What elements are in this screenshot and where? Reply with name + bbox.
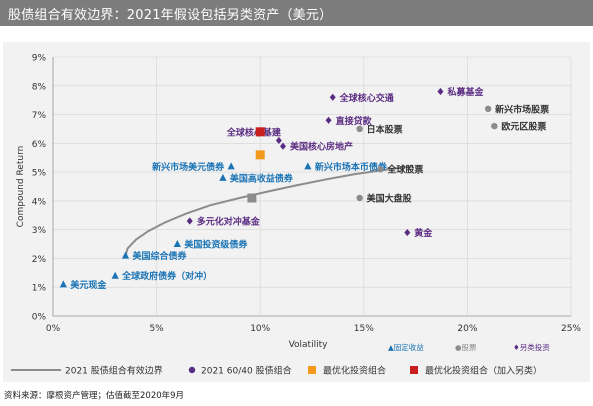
y-tick-label: 5% xyxy=(32,169,47,179)
equity-point xyxy=(356,125,363,133)
y-tick-label: 4% xyxy=(32,197,47,207)
alternative-label: 私募基金 xyxy=(446,86,484,98)
x-tick-label: 15% xyxy=(354,324,374,334)
fixed-income-point xyxy=(219,173,227,181)
x-tick-label: 0% xyxy=(46,324,61,334)
alternative-label: 美国核心房地产 xyxy=(290,141,353,153)
marker-key-item: ●股票 xyxy=(455,343,477,352)
fixed-income-point xyxy=(111,271,119,279)
legend-frontier-label: 2021 股债组合有效边界 xyxy=(65,365,163,377)
efficient-frontier-line xyxy=(124,165,414,256)
x-tick-label: 5% xyxy=(149,324,164,334)
fixed-income-label: 新兴市场美元债券 xyxy=(152,161,225,173)
fixed-income-label: 美国综合债券 xyxy=(133,250,188,262)
alternative-point xyxy=(329,93,336,101)
x-tick-label: 25% xyxy=(561,324,581,334)
fixed-income-label: 美元现金 xyxy=(70,279,107,291)
legend-optimal-alt-swatch xyxy=(410,366,418,374)
fixed-income-point xyxy=(173,240,181,248)
chart-panel: 0% 1% 2% 3% 4% 5% 6% 7% 8% 9% 0% 5% 10% 15% 20% 25% Vola… xyxy=(3,42,590,382)
alternative-point xyxy=(275,136,282,145)
equity-label: 日本股票 xyxy=(367,123,403,135)
fixed-income-point xyxy=(59,280,67,288)
y-tick-label: 2% xyxy=(32,255,47,265)
efficient-frontier-chart: 0% 1% 2% 3% 4% 5% 6% 7% 8% 9% 0% 5% 10% 15% 20% 25% Vola… xyxy=(11,54,581,377)
alternative-point xyxy=(325,116,332,124)
x-tick-label: 20% xyxy=(457,324,477,334)
alternative-point xyxy=(186,217,193,225)
y-tick-label: 7% xyxy=(32,111,47,121)
fixed-income-point xyxy=(304,162,312,170)
legend-6040-swatch xyxy=(188,366,196,374)
y-tick-label: 9% xyxy=(32,54,47,64)
fixed-income-point xyxy=(227,162,235,170)
legend-optimal-label: 最优化投资组合 xyxy=(323,365,386,377)
alternative-label: 全球核心交通 xyxy=(339,92,394,104)
alternative-point xyxy=(279,142,286,150)
y-tick-label: 8% xyxy=(32,82,47,92)
y-tick-label: 6% xyxy=(32,140,47,150)
fixed-income-label: 美国高收益债券 xyxy=(230,172,294,184)
y-tick-label: 3% xyxy=(32,226,47,236)
x-tick-label: 10% xyxy=(250,324,270,334)
equity-label: 全球股票 xyxy=(386,164,423,176)
alternative-label: 黄金 xyxy=(414,227,433,239)
legend-optimal-swatch xyxy=(308,366,316,374)
fixed-income-label: 全球政府债券（对冲） xyxy=(121,270,212,282)
equity-label: 欧元区股票 xyxy=(501,121,546,133)
y-axis-title: Compound Return xyxy=(16,146,26,228)
optimal-portfolio-point xyxy=(255,150,265,160)
alternative-label: 多元化对冲基金 xyxy=(197,216,261,228)
alternative-label: 全球核心基建 xyxy=(226,126,282,138)
alternative-point xyxy=(404,228,411,237)
y-tick-label: 1% xyxy=(32,284,47,294)
title-banner: 股债组合有效边界：2021年假设包括另类资产（美元） xyxy=(0,0,593,26)
y-tick-label: 0% xyxy=(32,313,47,323)
x-axis-title: Volatility xyxy=(289,340,329,350)
alternative-point xyxy=(437,87,444,96)
marker-key-item: ♦另类投资 xyxy=(513,342,550,352)
optimal-portfolio-alt-point xyxy=(255,127,265,137)
equity-label: 新兴市场股票 xyxy=(495,103,549,115)
equity-point xyxy=(491,122,498,130)
equity-label: 美国大盘股 xyxy=(367,193,413,205)
fixed-income-label: 美国投资级债券 xyxy=(184,239,248,251)
portfolio-6040-point xyxy=(247,193,257,203)
page-title: 股债组合有效边界：2021年假设包括另类资产（美元） xyxy=(8,8,333,23)
equity-point xyxy=(484,105,492,112)
source-note: 资料来源：摩根资产管理；估值截至2020年9月 xyxy=(4,391,185,401)
fixed-income-point xyxy=(121,251,130,259)
marker-key-item: ▲固定收益 xyxy=(388,342,424,352)
legend-6040-label: 2021 60/40 股债组合 xyxy=(201,365,292,377)
fixed-income-label: 新兴市场本币债券 xyxy=(315,161,388,173)
legend-optimal-alt-label: 最优化投资组合（加入另类） xyxy=(425,365,542,377)
alternative-label: 直接贷款 xyxy=(336,115,373,127)
equity-point xyxy=(356,194,363,202)
equity-point xyxy=(377,166,384,173)
